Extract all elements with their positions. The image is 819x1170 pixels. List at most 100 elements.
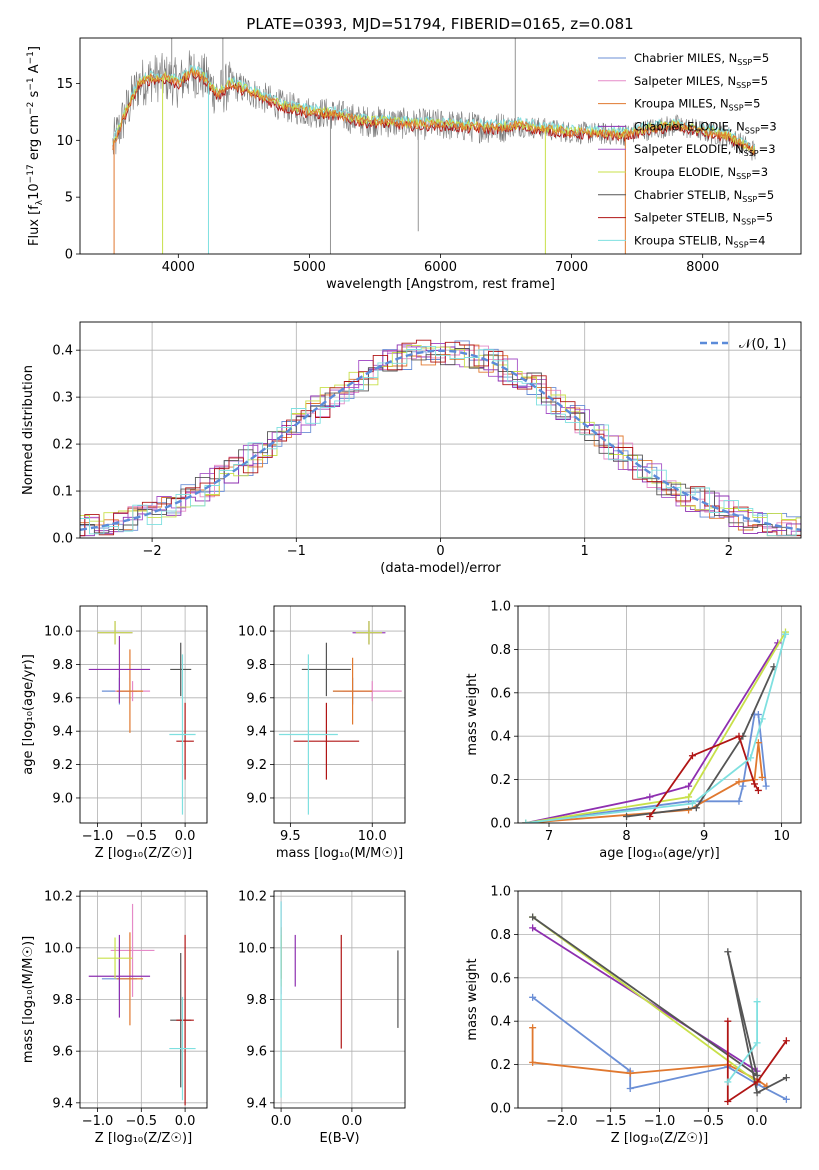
y-tick-label: 9.4 [52,1096,73,1111]
y-tick-label: 10.2 [238,890,267,905]
y-tick-label: 9.2 [52,758,73,773]
y-tick-label: 0.3 [52,391,73,406]
y-tick-label: 5 [65,191,73,206]
weight-marker [529,1024,537,1032]
legend-label-tail: =3 [760,119,777,133]
x-tick-label: 10 [773,829,790,844]
mass-weight-vs-metallicity-panel: −2.0 −1.5 −1.0 −0.5 0.0 0.0 0.2 0.4 0.6 0.8 1.0 Z [… [465,885,802,1146]
spectrum-lines [112,38,756,254]
errorbar-group [88,903,196,1106]
weight-marker [735,797,743,805]
y-tick-label: 9.8 [246,658,267,673]
y-axis-label: Normed distribution [21,365,36,495]
y-tick-label: 1.0 [490,600,511,615]
weight-series-line [525,742,764,823]
y-tick-label: 10.0 [238,941,267,956]
errorbar-group [280,901,399,1098]
y-tick-label: 0 [65,248,73,263]
x-tick-label: −2.0 [546,1114,578,1129]
y-tick-label: 9.4 [52,725,73,740]
y-tick-label: 0.8 [490,643,511,658]
y-tick-label: 0.4 [52,344,73,359]
weight-marker [685,793,693,801]
weight-series-line [626,666,775,818]
y-tick-label: 0.0 [490,1102,511,1117]
weight-marker [750,780,758,788]
weight-marker [685,806,693,814]
x-tick-label: 8 [622,829,630,844]
legend-label-sub: SSP [736,81,751,90]
legend-label-tail: =5 [757,188,774,202]
weight-marker [724,948,732,956]
weight-marker [735,778,743,786]
weight-marker [724,1097,732,1105]
legend-label-main: Salpeter STELIB, N [634,211,741,225]
legend-label-sub: SSP [737,58,752,67]
y-tick-label: 9.4 [246,725,267,740]
weight-marker [753,1071,761,1079]
y-tick-label: 10.0 [238,625,267,640]
legend-label-sub: SSP [734,240,749,249]
y-tick-label: 0.2 [490,1058,511,1073]
y-tick-label: 9.0 [52,791,73,806]
y-tick-label: 0.1 [52,485,73,500]
legend-label-main: Chabrier ELODIE, N [634,119,745,133]
y-tick-label: 9.8 [52,658,73,673]
legend-label-tail: =3 [751,165,768,179]
weight-marker [758,715,766,723]
x-tick-label: −1.0 [82,829,114,844]
y-tick-label: 0.4 [490,1015,511,1030]
legend-label: 𝒩(0, 1) [739,337,786,352]
y-tick-label: 0.4 [490,730,511,745]
y-tick-label: 9.6 [52,691,73,706]
weight-marker [529,993,537,1001]
x-tick-label: −0.5 [693,1114,725,1129]
y-axis-label-part: −17 [26,164,36,183]
legend-label-main: Salpeter MILES, N [634,74,736,88]
model-line [112,70,756,156]
errorbar-group [88,621,196,815]
model-line [112,68,756,155]
weight-marker [724,1017,732,1025]
legend-label-main: Salpeter ELODIE, N [634,142,744,156]
x-tick-label: 2 [725,544,733,559]
x-tick-label: 10.0 [358,829,387,844]
legend-label: Chabrier ELODIE, NSSP=3 [634,119,777,135]
legend-label: Salpeter MILES, NSSP=5 [634,74,768,90]
x-axis-label: E(B-V) [319,1131,359,1146]
y-tick-label: 10.0 [44,941,73,956]
weight-marker [747,754,755,762]
x-tick-label: −0.5 [126,1114,158,1129]
y-axis-label: mass weight [465,958,480,1040]
y-tick-label: 10 [56,134,73,149]
weight-marker [781,630,789,638]
histogram-lines [80,339,801,537]
weight-series-line [726,1021,788,1104]
y-tick-label: 0.0 [52,532,73,547]
x-tick-label: 7000 [555,260,588,275]
y-axis-label-part: Flux [f [27,205,42,246]
histogram-step-line [80,347,801,537]
y-tick-label: 0.6 [490,971,511,986]
legend-label: Kroupa MILES, NSSP=5 [634,97,760,113]
weight-marker [754,786,762,794]
legend-label: Kroupa STELIB, NSSP=4 [634,233,765,249]
y-tick-label: 9.8 [52,993,73,1008]
legend-label-tail: =5 [751,74,768,88]
legend-label-sub: SSP [744,149,759,158]
legend-label-sub: SSP [742,195,757,204]
legend-label-tail: =5 [756,211,773,225]
spectrum-panel: 4000 5000 6000 7000 8000 0 5 10 15 wavelength [An… [26,37,802,292]
weight-lines [522,628,789,823]
axes-frame [517,890,802,1109]
mass-weight-vs-age-panel: 7 8 9 10 0.0 0.2 0.4 0.6 0.8 1.0 age [log₁₀(age/yr… [465,600,802,861]
x-axis-label: Z [log₁₀(Z/Z☉)] [611,1131,708,1146]
weight-marker [758,773,766,781]
weight-marker [692,804,700,812]
legend-label: Kroupa ELODIE, NSSP=3 [634,165,768,181]
weight-marker [753,1039,761,1047]
legend-label: Chabrier STELIB, NSSP=5 [634,188,774,204]
y-tick-label: 9.6 [52,1045,73,1060]
